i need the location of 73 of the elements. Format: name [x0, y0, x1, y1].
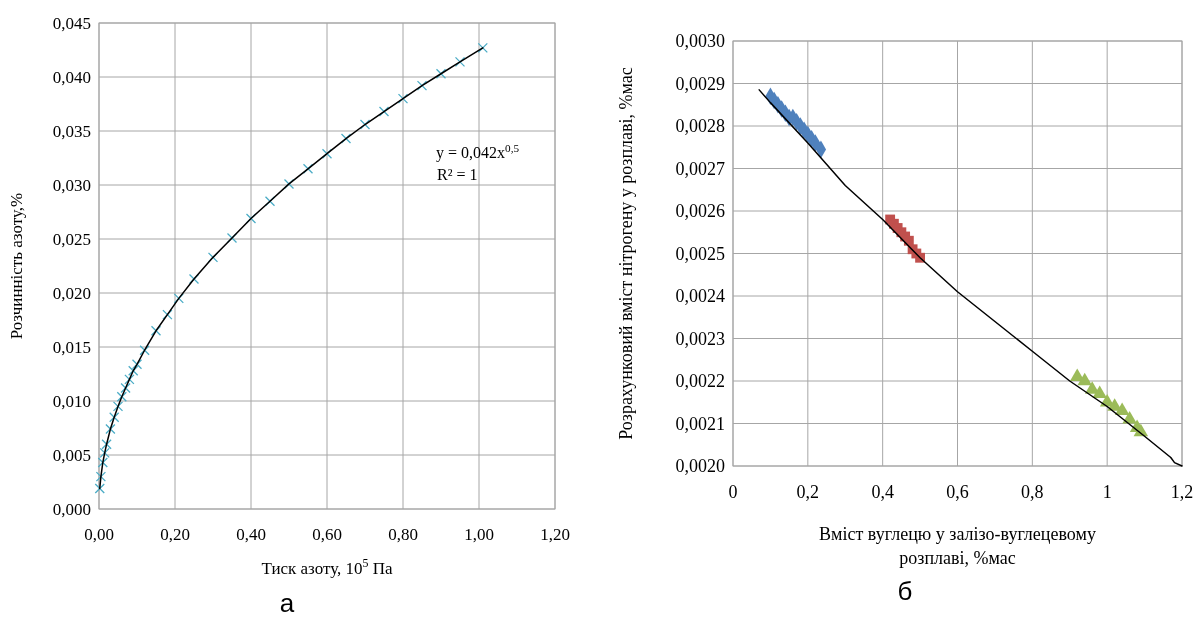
point [150, 325, 162, 336]
y-tick-label: 0,010 [52, 391, 91, 411]
x-tick-label: 1,00 [464, 525, 494, 544]
y-tick-label: 0,000 [52, 499, 91, 519]
y-tick-label: 0,0028 [675, 116, 725, 137]
x-tick-label: 0,2 [796, 482, 820, 502]
y-tick-label: 0,0022 [675, 371, 725, 392]
text: а [279, 588, 295, 618]
x-tick-label: 0,8 [1021, 482, 1044, 502]
point [120, 382, 131, 394]
point [95, 471, 107, 482]
y-axis-title: Розчинність азоту,% [7, 192, 26, 340]
point [124, 374, 135, 385]
x-tick-label: 0 [728, 482, 738, 502]
y-tick-label: 0,0025 [675, 243, 725, 264]
point [1092, 385, 1107, 398]
point [101, 439, 112, 450]
point [97, 457, 108, 468]
point [139, 345, 150, 356]
y-tick-label: 0,0027 [675, 158, 725, 179]
point [477, 42, 488, 53]
x-axis-title: Вміст вуглецю у залізо-вуглецевому розплаві, %мас [819, 524, 1096, 568]
y-tick-label: 0,030 [52, 175, 91, 195]
x-tick-label: 0,4 [871, 482, 894, 502]
line-series [758, 89, 1183, 467]
x-tick-label: 1,2 [1170, 482, 1193, 502]
y-tick-label: 0,015 [52, 337, 91, 357]
y-tick-label: 0,0021 [675, 413, 725, 434]
y-axis-title: Розрахунковий вміст нітрогену у розплаві, %мас [616, 67, 636, 440]
x-tick-label: 0,6 [946, 482, 969, 502]
y-tick-label: 0,0026 [675, 201, 725, 222]
point [116, 391, 127, 402]
x-tick-label: 0,40 [236, 525, 266, 544]
y-tick-label: 0,0023 [675, 328, 725, 349]
y-tick-label: 0,005 [52, 445, 91, 465]
point [1077, 372, 1092, 386]
point [378, 106, 390, 117]
y-tick-label: 0,035 [52, 121, 91, 141]
x-tick-label: 0,80 [388, 525, 418, 544]
y-tick-label: 0,0020 [675, 456, 725, 477]
x-axis-title: Тиск азоту, 10$^{5}$ Па [261, 556, 393, 578]
point [173, 293, 184, 304]
x-tick-label: 0,60 [312, 525, 342, 544]
y-tick-label: 0,025 [52, 229, 91, 249]
y-tick-label: 0,040 [52, 67, 91, 87]
x-tick-label: 1 [1102, 482, 1112, 502]
point [416, 80, 428, 91]
point [1114, 402, 1130, 415]
annotation: y = 0,042x$^{0,5}$ [436, 142, 520, 162]
point [99, 447, 110, 458]
point [359, 119, 371, 130]
point [435, 68, 447, 79]
point [454, 56, 466, 68]
point [131, 359, 143, 370]
point [162, 309, 173, 320]
y-tick-label: 0,045 [52, 13, 91, 33]
x-tick-label: 0,00 [84, 525, 114, 544]
y-tick-label: 0,020 [52, 283, 91, 303]
point [112, 401, 124, 412]
annotation: R² = 1 [437, 166, 478, 183]
point [321, 148, 333, 159]
point [397, 93, 409, 104]
point [105, 423, 116, 435]
point [94, 483, 105, 494]
x-tick-label: 1,20 [540, 525, 570, 544]
y-tick-label: 0,0030 [675, 31, 725, 52]
point [109, 412, 120, 423]
x-tick-label: 0,20 [160, 525, 190, 544]
point [128, 365, 139, 376]
point [340, 133, 352, 144]
y-tick-label: 0,0029 [675, 73, 725, 94]
text: б [897, 576, 913, 606]
y-tick-label: 0,0024 [675, 286, 725, 307]
